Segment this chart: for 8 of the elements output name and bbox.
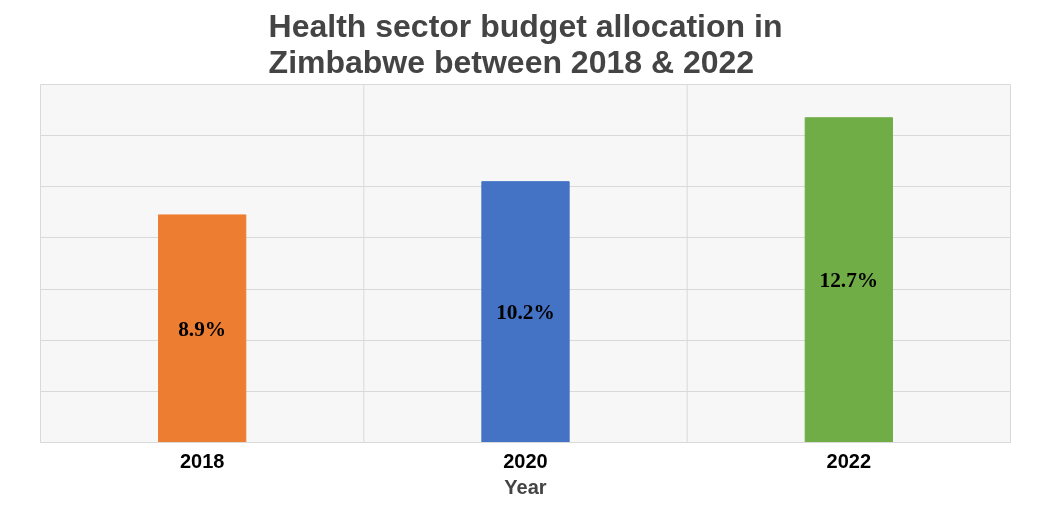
x-tick-label: 2018 (179, 449, 225, 472)
x-tick-label: 2020 (503, 449, 548, 472)
data-label: 10.2% (496, 300, 555, 325)
data-label: 12.7% (819, 268, 879, 293)
x-tick-label: 2022 (826, 449, 872, 472)
x-axis-title: Year (504, 475, 547, 498)
data-label: 8.9% (178, 316, 227, 341)
chart-title: Health sector budget allocation in Zimbabwe between 2018 & 2022 (268, 7, 783, 80)
